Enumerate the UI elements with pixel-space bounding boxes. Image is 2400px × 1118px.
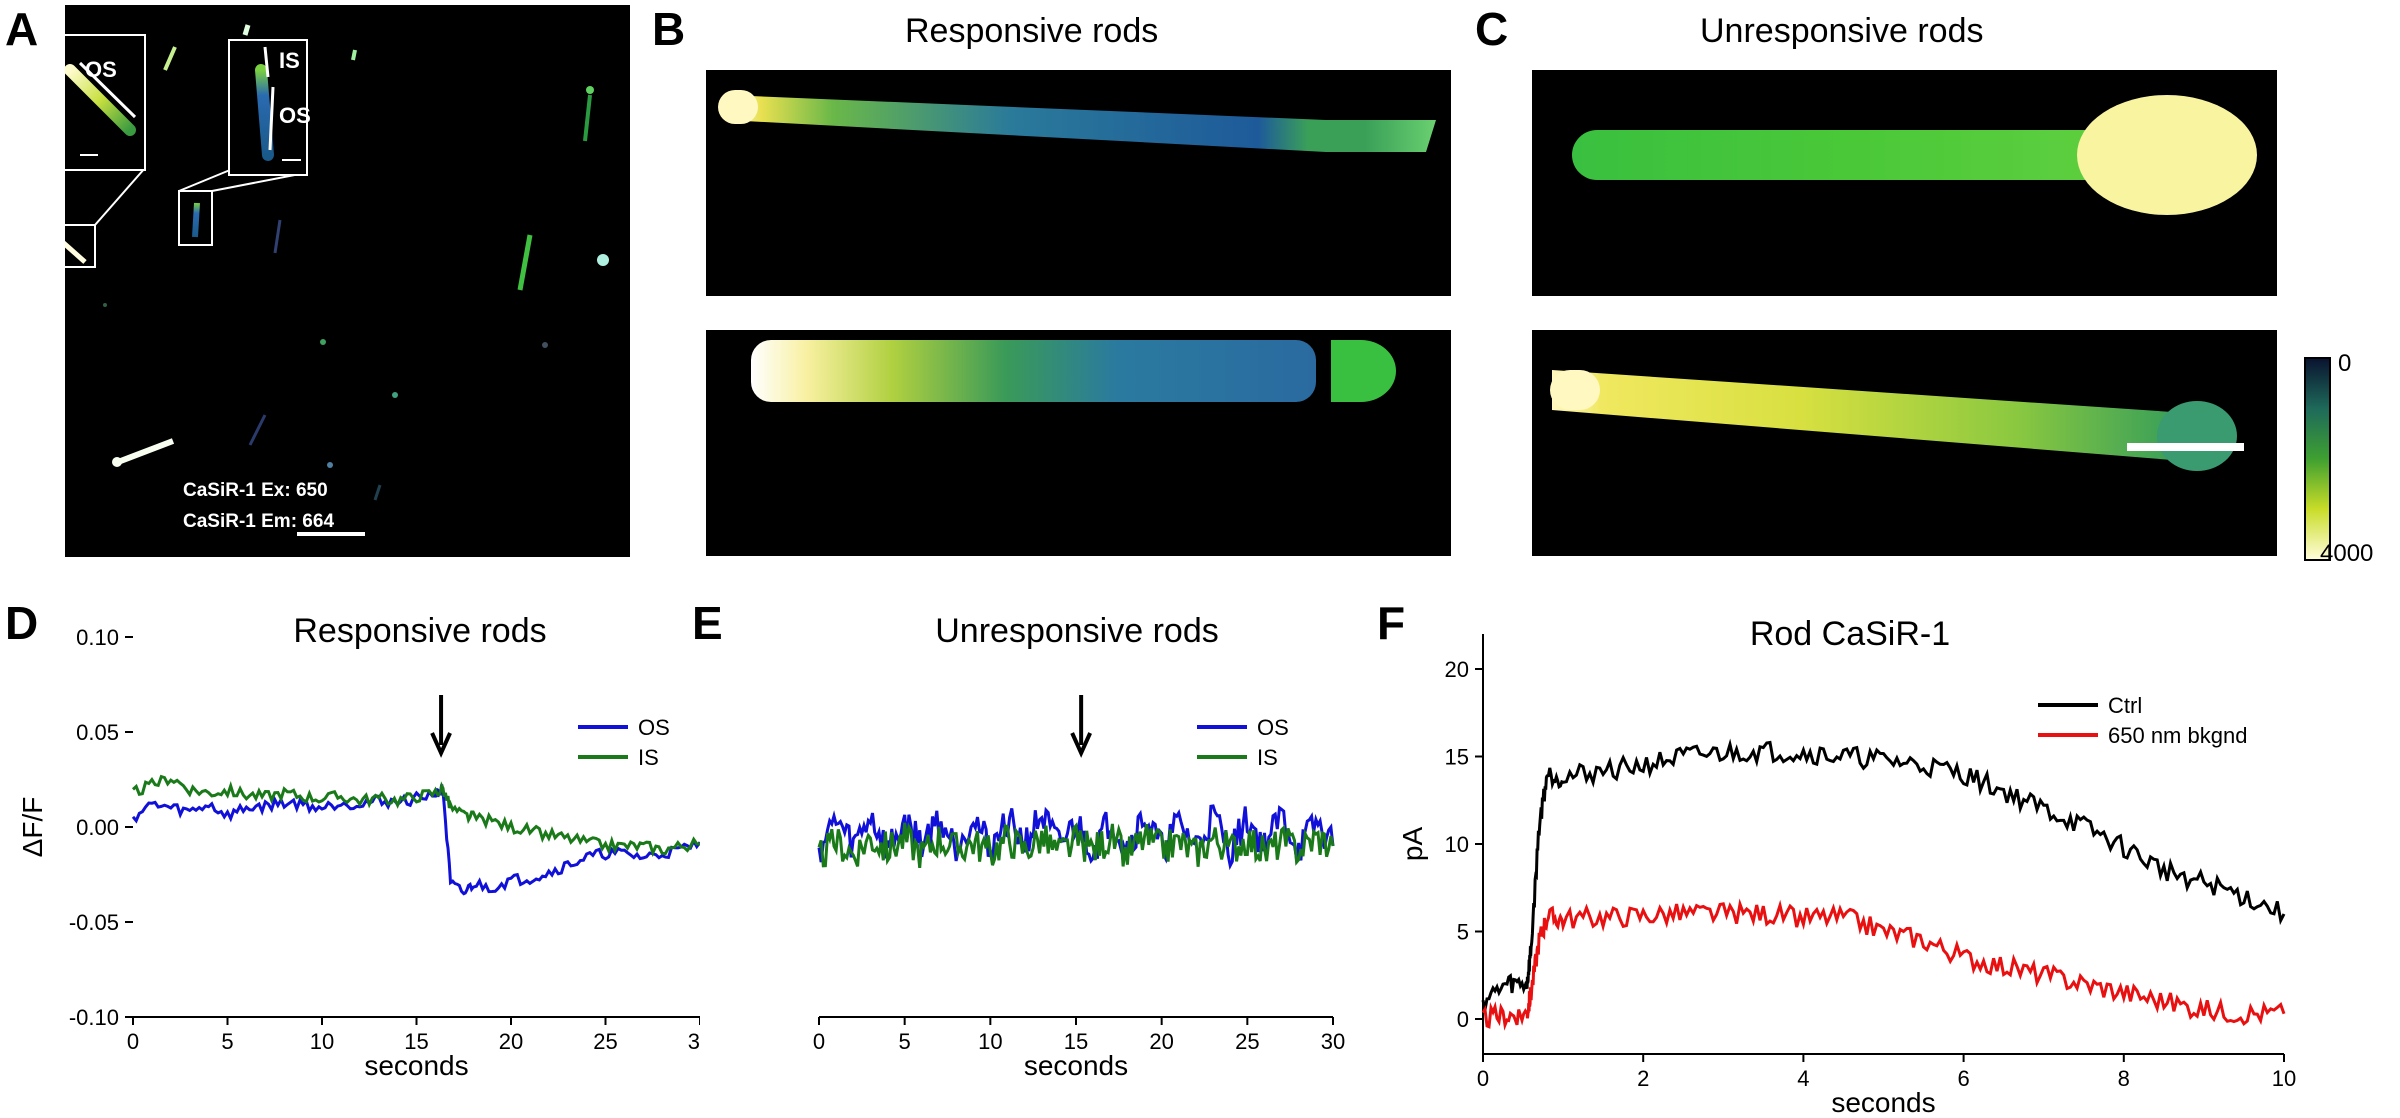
x-tick-label: 15 [1064,1029,1088,1054]
series-line-ctrl [1481,738,2286,1011]
series-line-is [131,774,700,858]
panel-label-c: C [1475,3,1509,55]
x-tick-label: 0 [1477,1066,1489,1091]
panel-e-chart: Unresponsive rods 0 5 10 15 20 25 30 seconds OS IS [813,612,1345,1081]
emission-label: CaSiR-1 Em: 664 [183,511,334,532]
x-tick-label: 20 [1149,1029,1173,1054]
x-tick-label: 5 [899,1029,911,1054]
y-axis-label: ΔF/F [17,797,48,858]
x-axis-label: seconds [1024,1050,1128,1081]
x-tick-label: 20 [499,1029,523,1054]
y-axis-label: pA [1397,827,1428,862]
y-tick-label: 0 [1457,1007,1469,1032]
chart-title: Unresponsive rods [935,612,1218,650]
y-tick-label: 0.05 [76,720,119,745]
x-tick-label: 0 [813,1029,825,1054]
legend-label: IS [638,745,659,770]
panel-label-f: F [1377,597,1406,649]
colorbar-max-label: 4000 [2320,540,2374,567]
y-tick-label: 5 [1457,920,1469,945]
series-line-os [131,784,700,896]
panel-c-title: Unresponsive rods [1700,12,1984,50]
chart-title: Rod CaSiR-1 [1750,615,1950,653]
panel-a-micrograph: OS IS OS CaSiR-1 Ex: 650 CaSiR-1 Em: 664 [65,5,630,557]
x-tick-label: 30 [1321,1029,1345,1054]
panel-c-rod-1 [1532,70,2277,296]
panel-label-a: A [5,3,39,55]
y-tick-label: 0.10 [76,625,119,650]
y-tick-label: -0.05 [69,910,119,935]
x-tick-label: 30 [688,1029,700,1054]
y-tick-label: -0.10 [69,1005,119,1030]
y-tick-label: 10 [1445,832,1469,857]
stimulus-arrow-head [430,732,452,758]
panel-b-title: Responsive rods [905,12,1159,50]
panel-b-rod-1 [706,70,1451,296]
x-tick-label: 10 [310,1029,334,1054]
chart-title: Responsive rods [293,612,546,650]
inset-2-os-label: OS [279,103,311,128]
panel-b-rod-2 [706,330,1451,556]
legend-label: OS [638,715,670,740]
x-tick-label: 6 [1957,1066,1969,1091]
x-axis-label: seconds [364,1050,468,1081]
y-tick-label: 0.00 [76,815,119,840]
x-tick-label: 2 [1637,1066,1649,1091]
legend-label: OS [1257,715,1289,740]
y-tick-label: 20 [1445,657,1469,682]
zoom-box-1 [65,224,96,268]
legend-label: Ctrl [2108,693,2142,718]
x-tick-label: 8 [2118,1066,2130,1091]
inset-1-os-label: OS [85,57,117,82]
x-axis-label: seconds [1831,1087,1935,1118]
zoom-box-2 [178,190,213,246]
series-line-650-nm-bkgnd [1481,898,2286,1031]
panel-label-b: B [652,3,686,55]
x-tick-label: 4 [1797,1066,1809,1091]
x-tick-label: 25 [593,1029,617,1054]
stimulus-arrow-head [1070,732,1092,758]
panel-label-e: E [692,597,723,649]
panel-d-chart: Responsive rods 0 5 10 15 20 25 30 0.10 0.05 0.00 -… [17,612,700,1081]
panel-c-rod-2 [1532,330,2277,556]
panel-f-chart: Rod CaSiR-1 0 2 4 6 8 10 20 15 10 5 0 seconds pA Ctrl 6… [1397,615,2296,1118]
panel-label-d: D [5,597,39,649]
x-tick-label: 25 [1235,1029,1259,1054]
x-tick-label: 5 [221,1029,233,1054]
x-tick-label: 10 [978,1029,1002,1054]
scattered-rods [103,24,609,501]
excitation-label: CaSiR-1 Ex: 650 [183,480,328,501]
legend-label: 650 nm bkgnd [2108,723,2247,748]
x-tick-label: 0 [127,1029,139,1054]
legend-label: IS [1257,745,1278,770]
x-tick-label: 10 [2272,1066,2296,1091]
series-line-is [817,822,1335,869]
inset-2-is-label: IS [279,48,300,73]
y-tick-label: 15 [1445,745,1469,770]
colorbar [2304,357,2331,561]
x-tick-label: 15 [404,1029,428,1054]
colorbar-min-label: 0 [2338,350,2352,377]
micrograph-field: OS IS OS CaSiR-1 Ex: 650 CaSiR-1 Em: 664 [65,24,609,536]
